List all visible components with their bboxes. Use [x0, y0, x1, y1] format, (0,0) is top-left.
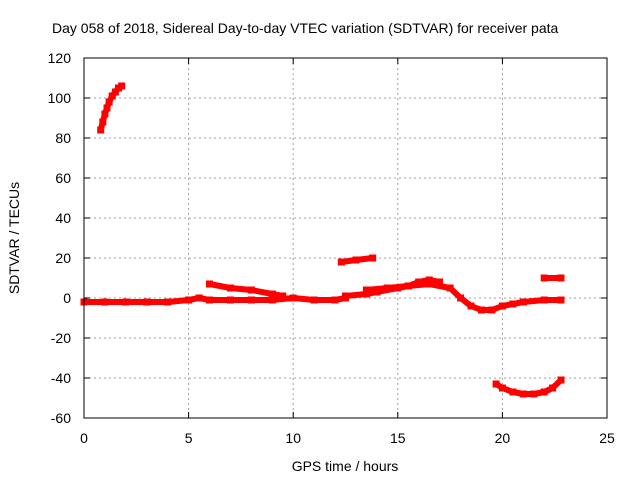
x-axis-title: GPS time / hours — [292, 458, 399, 474]
y-tick-label: 60 — [55, 170, 71, 186]
data-point — [268, 296, 276, 304]
data-point — [342, 292, 349, 300]
data-point — [492, 380, 500, 388]
data-point — [247, 296, 255, 304]
x-tick-label: 10 — [285, 430, 301, 446]
data-point — [467, 302, 475, 310]
data-point — [99, 118, 107, 126]
x-tick-label: 0 — [80, 430, 88, 446]
data-point — [557, 376, 565, 384]
data-point — [362, 290, 370, 298]
series-arc-1 — [97, 82, 126, 134]
data-point — [279, 292, 287, 300]
y-tick-label: -60 — [51, 410, 71, 426]
data-point — [105, 98, 113, 106]
x-tick-label: 25 — [599, 430, 615, 446]
data-point — [436, 278, 444, 286]
data-point — [226, 296, 234, 304]
y-tick-label: 40 — [55, 210, 71, 226]
data-point — [540, 388, 548, 396]
data-point — [425, 280, 433, 288]
data-point — [530, 390, 538, 398]
data-point — [369, 254, 377, 262]
data-point — [111, 88, 119, 96]
x-tick-label: 5 — [185, 430, 193, 446]
y-tick-label: 20 — [55, 250, 71, 266]
plot-frame — [83, 57, 608, 419]
y-tick-label: 100 — [48, 90, 72, 106]
data-point — [185, 296, 193, 304]
data-point — [383, 284, 391, 292]
data-point — [108, 92, 116, 100]
data-point — [549, 384, 557, 392]
x-tick-label: 20 — [495, 430, 511, 446]
data-point — [164, 298, 172, 306]
data-point — [488, 306, 496, 314]
data-point — [362, 286, 370, 294]
y-tick-label: 120 — [48, 50, 72, 66]
data-point — [289, 294, 297, 302]
y-tick-label: 0 — [63, 290, 71, 306]
series-arc-4 — [337, 254, 377, 266]
data-point — [446, 284, 454, 292]
data-point — [498, 302, 506, 310]
y-tick-label: -20 — [51, 330, 71, 346]
grid — [84, 58, 607, 418]
data-point — [206, 296, 213, 304]
data-point — [457, 294, 465, 302]
data-point — [226, 284, 234, 292]
data-point — [557, 296, 565, 304]
data-point — [268, 290, 276, 298]
data-point — [195, 294, 203, 302]
data-point — [540, 274, 548, 282]
data-point — [478, 306, 485, 314]
data-point — [143, 298, 151, 306]
data-point — [101, 298, 109, 306]
data-point — [509, 388, 517, 396]
chart-title: Day 058 of 2018, Sidereal Day-to-day VTE… — [52, 20, 559, 36]
data-point — [557, 274, 565, 282]
data-point — [519, 298, 527, 306]
x-tick-label: 15 — [390, 430, 406, 446]
data-point — [404, 282, 412, 290]
series-arc-3 — [206, 280, 287, 300]
series-arc-7 — [540, 274, 565, 282]
y-axis-title: SDTVAR / TECUs — [6, 182, 22, 294]
data-point — [337, 258, 345, 266]
y-tick-label: -40 — [51, 370, 71, 386]
data-series — [80, 82, 565, 398]
data-point — [519, 390, 527, 398]
y-tick-label: 80 — [55, 130, 71, 146]
data-point — [101, 110, 109, 118]
series-arc-8 — [492, 376, 565, 398]
data-point — [122, 298, 130, 306]
data-point — [97, 126, 105, 134]
series-arc-6 — [362, 280, 565, 314]
data-point — [118, 82, 126, 90]
data-point — [509, 300, 517, 308]
series-arc-2 — [80, 294, 349, 306]
data-point — [206, 280, 213, 288]
data-point — [352, 256, 360, 264]
data-point — [540, 296, 548, 304]
data-point — [247, 286, 255, 294]
data-point — [310, 296, 318, 304]
data-point — [103, 104, 111, 112]
data-point — [425, 276, 433, 284]
axis-ticks: 0 5 10 15 20 25 -60 -40 -20 0 20 40 60 80 100 120 — [48, 50, 615, 446]
data-point — [498, 384, 506, 392]
data-point — [331, 296, 339, 304]
